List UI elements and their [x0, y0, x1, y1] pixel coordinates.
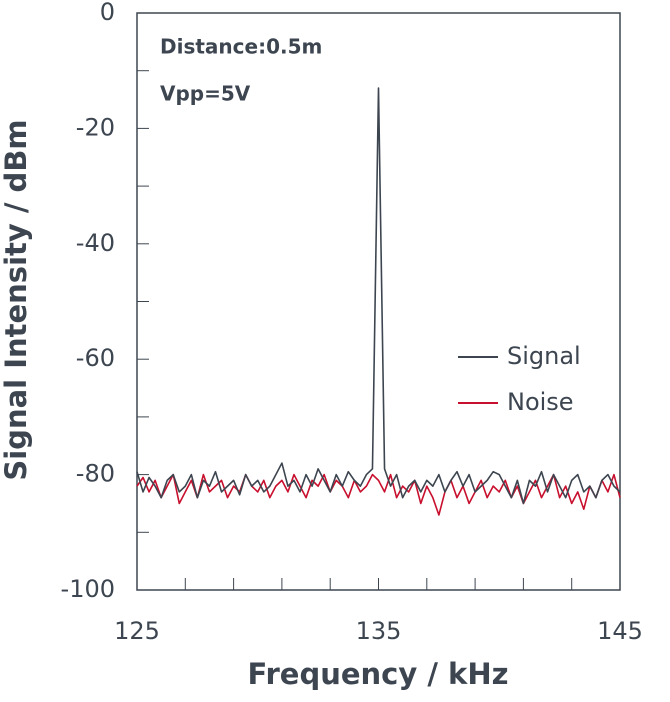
y-tick-label: -60: [76, 344, 115, 372]
legend-label: Signal: [507, 342, 581, 370]
annotation: Vpp=5V: [160, 82, 251, 106]
y-tick-label: -80: [76, 460, 115, 488]
y-tick-label: -40: [76, 229, 115, 257]
series-line: [136, 473, 621, 516]
y-axis-title: Signal Intensity / dBm: [0, 119, 33, 480]
x-tick-label: 135: [356, 617, 402, 645]
x-tick-label: 145: [597, 617, 643, 645]
x-axis-title: Frequency / kHz: [248, 657, 509, 691]
y-tick-label: -20: [76, 113, 115, 141]
legend-label: Noise: [507, 388, 574, 416]
y-tick-label: -100: [61, 575, 115, 603]
series-line: [136, 87, 621, 505]
annotation: Distance:0.5m: [160, 35, 322, 59]
y-tick-label: 0: [100, 0, 115, 26]
x-tick-label: 125: [114, 617, 160, 645]
